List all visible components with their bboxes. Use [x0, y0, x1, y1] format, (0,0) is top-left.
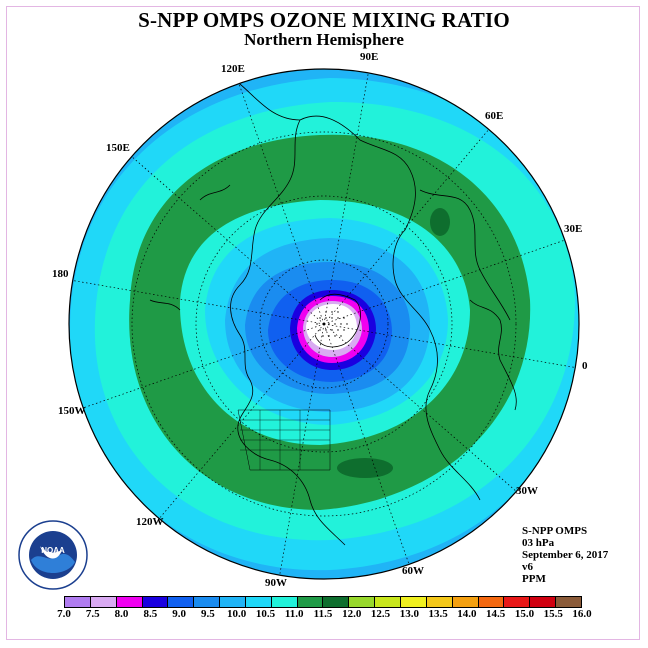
- colorbar-cell: [142, 597, 169, 607]
- coastlines: [149, 79, 517, 546]
- colorbar-tick-label: 11.5: [313, 608, 333, 620]
- colorbar-tick-label: 8.5: [143, 608, 158, 620]
- colorbar-tick-label: 15.0: [514, 608, 535, 620]
- ozone-contour-field: [69, 69, 579, 579]
- band-11-5-12-patch: [430, 208, 450, 236]
- lon-label-150w: 150W: [58, 405, 86, 417]
- band-11-5-12-patch2: [337, 458, 393, 478]
- lon-label-120w: 120W: [136, 516, 164, 528]
- colorbar-cell: [168, 597, 195, 607]
- colorbar-tick-label: 9.0: [172, 608, 186, 620]
- noaa-logo: NOAA: [18, 520, 88, 590]
- colorbar-cell: [65, 597, 91, 607]
- lon-label-30e: 30E: [564, 223, 583, 235]
- colorbar-tick-label: 12.5: [370, 608, 391, 620]
- lon-label-180: 180: [52, 268, 69, 280]
- colorbar-ticks: 7.0 7.5 8.0 8.5 9.0 9.5 10.0 10.5 11.0 11.5 12.0 12…: [0, 608, 648, 622]
- band-below-7: [306, 304, 357, 350]
- lon-label-90w: 90W: [265, 577, 287, 589]
- colorbar-cell: [194, 597, 221, 607]
- colorbar-cell: [478, 597, 505, 607]
- colorbar-cell: [530, 597, 557, 607]
- colorbar-cell: [116, 597, 143, 607]
- colorbar-tick-label: 15.5: [543, 608, 563, 620]
- map-subtitle: Northern Hemisphere: [244, 30, 404, 49]
- map-boundary: [68, 68, 580, 580]
- colorbar-cell: [504, 597, 531, 607]
- colorbar-cell: [452, 597, 479, 607]
- info-instrument: S-NPP OMPS: [522, 525, 588, 537]
- colorbar-tick-label: 9.5: [201, 608, 215, 620]
- colorbar-cell: [323, 597, 350, 607]
- colorbar-cell: [271, 597, 298, 607]
- colorbar-tick-label: 8.0: [114, 608, 129, 620]
- colorbar-tick-label: 13.0: [399, 608, 419, 620]
- colorbar-cell: [375, 597, 401, 607]
- noaa-logo-text: NOAA: [41, 546, 65, 555]
- lon-label-0: 0: [582, 360, 588, 372]
- colorbar-cell: [400, 597, 427, 607]
- lon-label-150e: 150E: [106, 142, 130, 154]
- lon-label-60w: 60W: [402, 565, 424, 577]
- colorbar: [64, 596, 582, 608]
- colorbar-tick-label: 14.5: [486, 608, 506, 620]
- lon-label-120e: 120E: [221, 63, 245, 75]
- lon-label-60e: 60E: [485, 110, 504, 122]
- colorbar-tick-label: 13.5: [428, 608, 448, 620]
- colorbar-tick-label: 12.0: [342, 608, 362, 620]
- vortex-stipple: [316, 311, 348, 337]
- info-version: v6: [522, 561, 533, 573]
- colorbar-tick-label: 14.0: [457, 608, 477, 620]
- colorbar-cell: [556, 597, 581, 607]
- colorbar-tick-label: 11.0: [284, 608, 304, 620]
- colorbar-cell: [90, 597, 117, 607]
- colorbar-cell: [297, 597, 324, 607]
- lon-label-90e: 90E: [360, 51, 379, 63]
- info-date: September 6, 2017: [522, 549, 609, 561]
- colorbar-cell: [426, 597, 453, 607]
- colorbar-tick-label: 10.0: [227, 608, 247, 620]
- map-title: S-NPP OMPS OZONE MIXING RATIO: [138, 8, 510, 32]
- colorbar-cell: [245, 597, 272, 607]
- colorbar-tick-label: 7.5: [85, 608, 100, 620]
- colorbar-cell: [220, 597, 246, 607]
- colorbar-tick-label: 16.0: [572, 608, 592, 620]
- info-units: PPM: [522, 573, 546, 585]
- colorbar-cell: [349, 597, 376, 607]
- graticule: [69, 69, 579, 579]
- info-level: 03 hPa: [522, 537, 555, 549]
- colorbar-tick-label: 7.0: [57, 608, 71, 620]
- figure-frame: [6, 6, 640, 640]
- lon-label-30w: 30W: [516, 485, 538, 497]
- colorbar-tick-label: 10.5: [255, 608, 276, 620]
